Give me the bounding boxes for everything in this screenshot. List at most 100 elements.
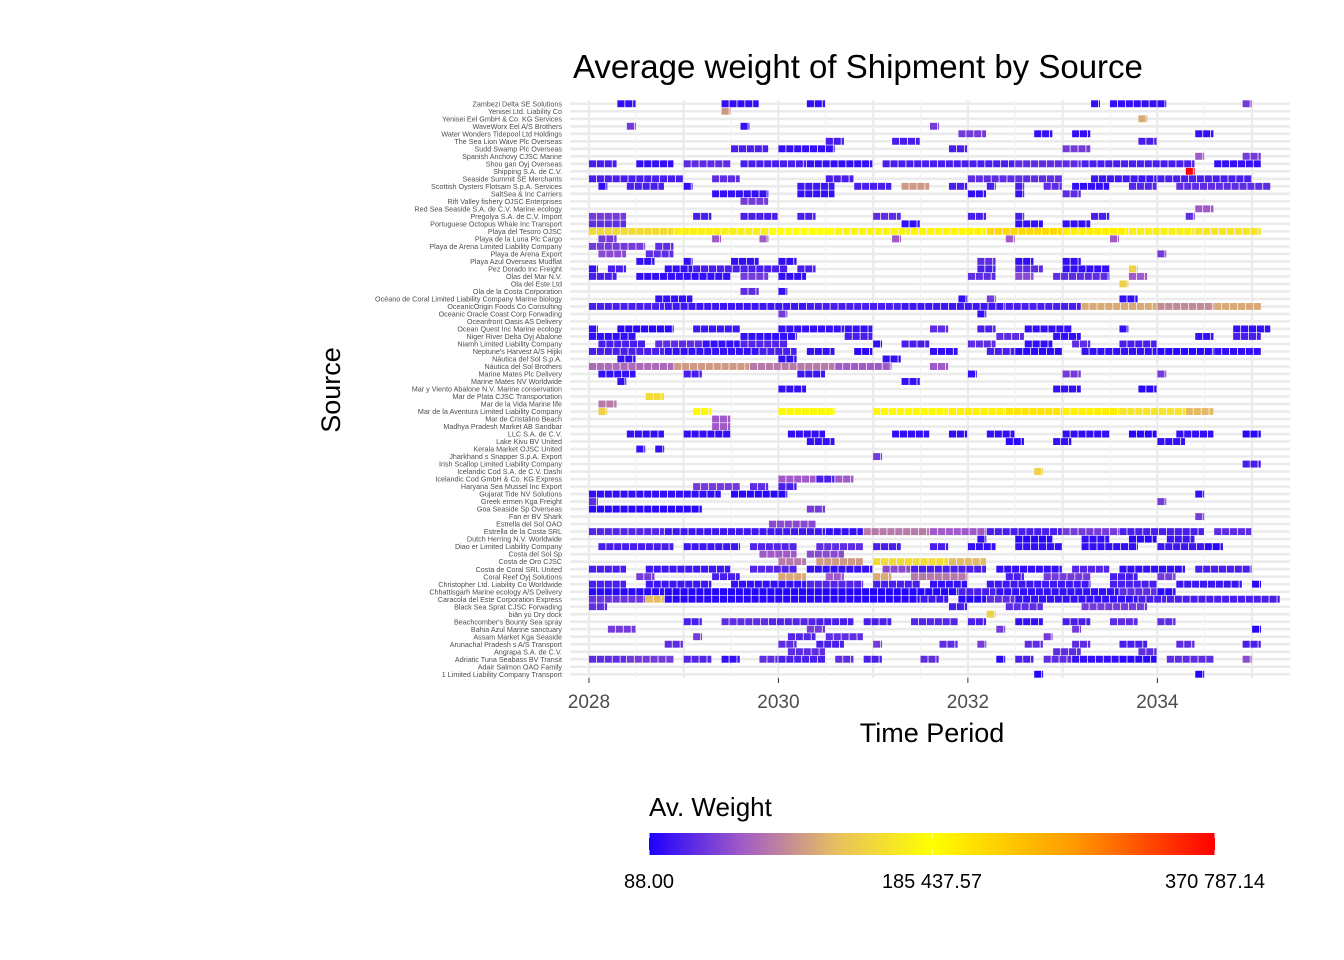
heatmap-cell [1029,408,1037,415]
heatmap-cell [753,100,759,108]
heatmap-cell [633,325,641,333]
heatmap-cell [1211,565,1219,573]
heatmap-cell [786,655,794,663]
heatmap-cell [1010,430,1015,438]
heatmap-cell [873,453,881,461]
heatmap-cell [1083,573,1091,581]
heatmap-cell [1144,348,1152,355]
heatmap-cell [644,227,652,235]
heatmap-cell [1212,348,1214,355]
heatmap-cell [786,490,788,498]
heatmap-cell [772,265,780,273]
heatmap-cell [890,227,898,235]
heatmap-cell [1143,655,1151,663]
heatmap-cell [1244,175,1252,183]
heatmap-cell [830,438,835,445]
heatmap-cell [1110,408,1118,415]
heatmap-cell [1173,543,1181,551]
heatmap-cell [1149,580,1157,588]
heatmap-cell [967,212,975,220]
heatmap-cell [604,603,608,611]
heatmap-cell [824,475,832,483]
heatmap-cell [781,565,789,573]
heatmap-cell [1141,100,1149,108]
heatmap-cell [1029,302,1037,310]
heatmap-cell [994,430,1002,438]
heatmap-cell [1250,430,1258,438]
heatmap-cell [991,340,996,348]
heatmap-cell [985,535,987,543]
heatmap-cell [1127,325,1129,333]
heatmap-cell [1023,595,1031,603]
heatmap-cell [620,528,628,536]
heatmap-cell [625,355,633,363]
heatmap-cell [628,528,636,536]
heatmap-cell [1203,565,1211,573]
heatmap-cell [708,325,717,333]
heatmap-cell [1070,190,1078,198]
heatmap-cell [652,528,660,536]
heatmap-cell [1143,340,1151,348]
heatmap-cell [855,543,863,551]
heatmap-cell [1023,535,1031,543]
heatmap-cell [683,160,691,168]
heatmap-cell [604,595,612,603]
heatmap-cell [800,520,808,528]
heatmap-cell [1031,257,1034,265]
heatmap-cell [1110,618,1118,626]
heatmap-cell [775,302,783,310]
heatmap-cell [612,655,620,663]
heatmap-cell [881,558,889,566]
heatmap-cell [720,573,728,581]
heatmap-cell [607,265,615,273]
heatmap-cell [604,490,612,498]
heatmap-cell [953,348,958,355]
heatmap-cell [699,655,707,663]
heatmap-cell [1127,565,1135,573]
legend-tick-label: 88.00 [624,871,674,893]
heatmap-cell [851,655,854,663]
y-tick-label: Icelandic Cod S.A. de C.V. Dashi [457,467,562,476]
heatmap-cell [953,580,961,588]
heatmap-cell [1138,385,1146,393]
heatmap-cell [1113,302,1121,310]
heatmap-cell [1113,160,1121,168]
heatmap-cell [1102,528,1110,536]
heatmap-cell [1184,580,1192,588]
heatmap-cell [1165,175,1173,183]
heatmap-cell [811,430,819,438]
heatmap-cell [783,595,791,603]
heatmap-cell [792,227,800,235]
heatmap-cell [901,595,909,603]
heatmap-cell [786,257,794,265]
heatmap-cell [936,655,939,663]
heatmap-cell [644,302,652,310]
heatmap-cell [873,543,881,551]
heatmap-cell [1121,348,1129,355]
heatmap-cell [1053,648,1061,656]
heatmap-cell [727,302,735,310]
heatmap-cell [630,543,638,551]
heatmap-cell [983,618,987,626]
heatmap-cell [1258,640,1261,648]
heatmap-cell [727,415,731,423]
heatmap-cell [787,430,795,438]
heatmap-cell [783,302,791,310]
heatmap-cell [1195,490,1203,498]
heatmap-cell [901,588,909,596]
heatmap-cell [1117,573,1125,581]
y-tick-label: Ola de la Costa Corporation [473,287,562,296]
heatmap-cell [1223,580,1231,588]
heatmap-cell [1152,348,1157,355]
y-tick-label: Marine Mates Plc Delivery [479,370,563,379]
heatmap-cell [1026,580,1034,588]
heatmap-cell [797,265,805,273]
heatmap-cell [1245,302,1253,310]
heatmap-cell [983,543,991,551]
heatmap-cell [806,505,814,513]
heatmap-cell [653,565,661,573]
heatmap-cell [699,160,707,168]
heatmap-cell [604,175,612,183]
heatmap-cell [642,430,650,438]
heatmap-cell [1029,603,1037,611]
